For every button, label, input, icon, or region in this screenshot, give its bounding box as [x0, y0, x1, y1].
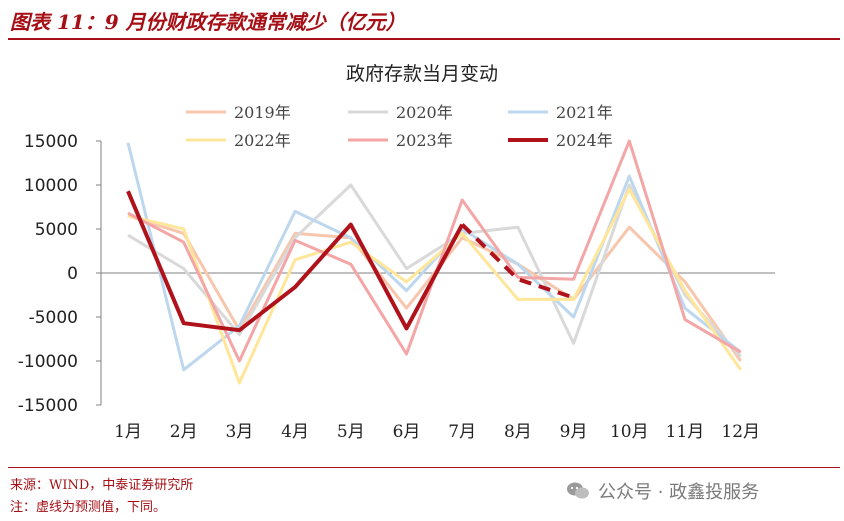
y-tick-label: -5000 [29, 308, 78, 328]
series-line [127, 187, 742, 385]
series-line [126, 142, 742, 372]
watermark: 公众号 · 政鑫投服务 [566, 478, 759, 504]
x-tick-label: 12月 [721, 422, 760, 442]
y-tick-label: 15000 [24, 132, 78, 152]
y-tick-label: 0 [67, 264, 78, 284]
wechat-icon [567, 482, 589, 499]
y-tick-label: -10000 [18, 352, 78, 372]
x-tick-label: 1月 [114, 422, 142, 442]
header-divider [8, 38, 840, 40]
legend-label: 2022年 [234, 131, 291, 150]
watermark-text: 公众号 · 政鑫投服务 [598, 482, 760, 503]
legend-label: 2021年 [556, 103, 613, 122]
figure-title: 图表 11：9 月份财政存款通常减少（亿元） [10, 10, 406, 34]
x-tick-label: 2月 [170, 422, 198, 442]
line-chart: 政府存款当月变动 15000 10000 5000 0 -5000 -10000 -15000… [18, 63, 775, 442]
x-tick-label: 6月 [393, 422, 421, 442]
x-tick-label: 4月 [281, 422, 309, 442]
x-tick-label: 7月 [448, 422, 476, 442]
figure-header: 图表 11：9 月份财政存款通常减少（亿元） [0, 0, 844, 40]
x-tick-label: 11月 [666, 422, 705, 442]
x-tick-label: 9月 [560, 422, 588, 442]
legend-label: 2019年 [234, 103, 291, 122]
x-tick-label: 8月 [504, 422, 532, 442]
legend-label: 2020年 [396, 103, 453, 122]
x-tick-label: 3月 [225, 422, 253, 442]
footer-divider [8, 467, 840, 468]
series-line-forecast [460, 223, 575, 300]
x-tick-label: 5月 [337, 422, 365, 442]
y-tick-label: 5000 [35, 220, 78, 240]
source-text: 来源：WIND，中泰证券研究所 [10, 478, 194, 493]
legend-label: 2023年 [396, 131, 453, 150]
series-line [127, 214, 742, 362]
note-text: 注：虚线为预测值，下同。 [10, 500, 167, 515]
legend-label: 2024年 [556, 131, 613, 150]
chart-title: 政府存款当月变动 [346, 63, 498, 85]
y-tick-label: 10000 [24, 176, 78, 196]
series-line-actual [126, 190, 464, 333]
x-tick-label: 10月 [610, 422, 649, 442]
y-tick-label: -15000 [18, 396, 78, 416]
